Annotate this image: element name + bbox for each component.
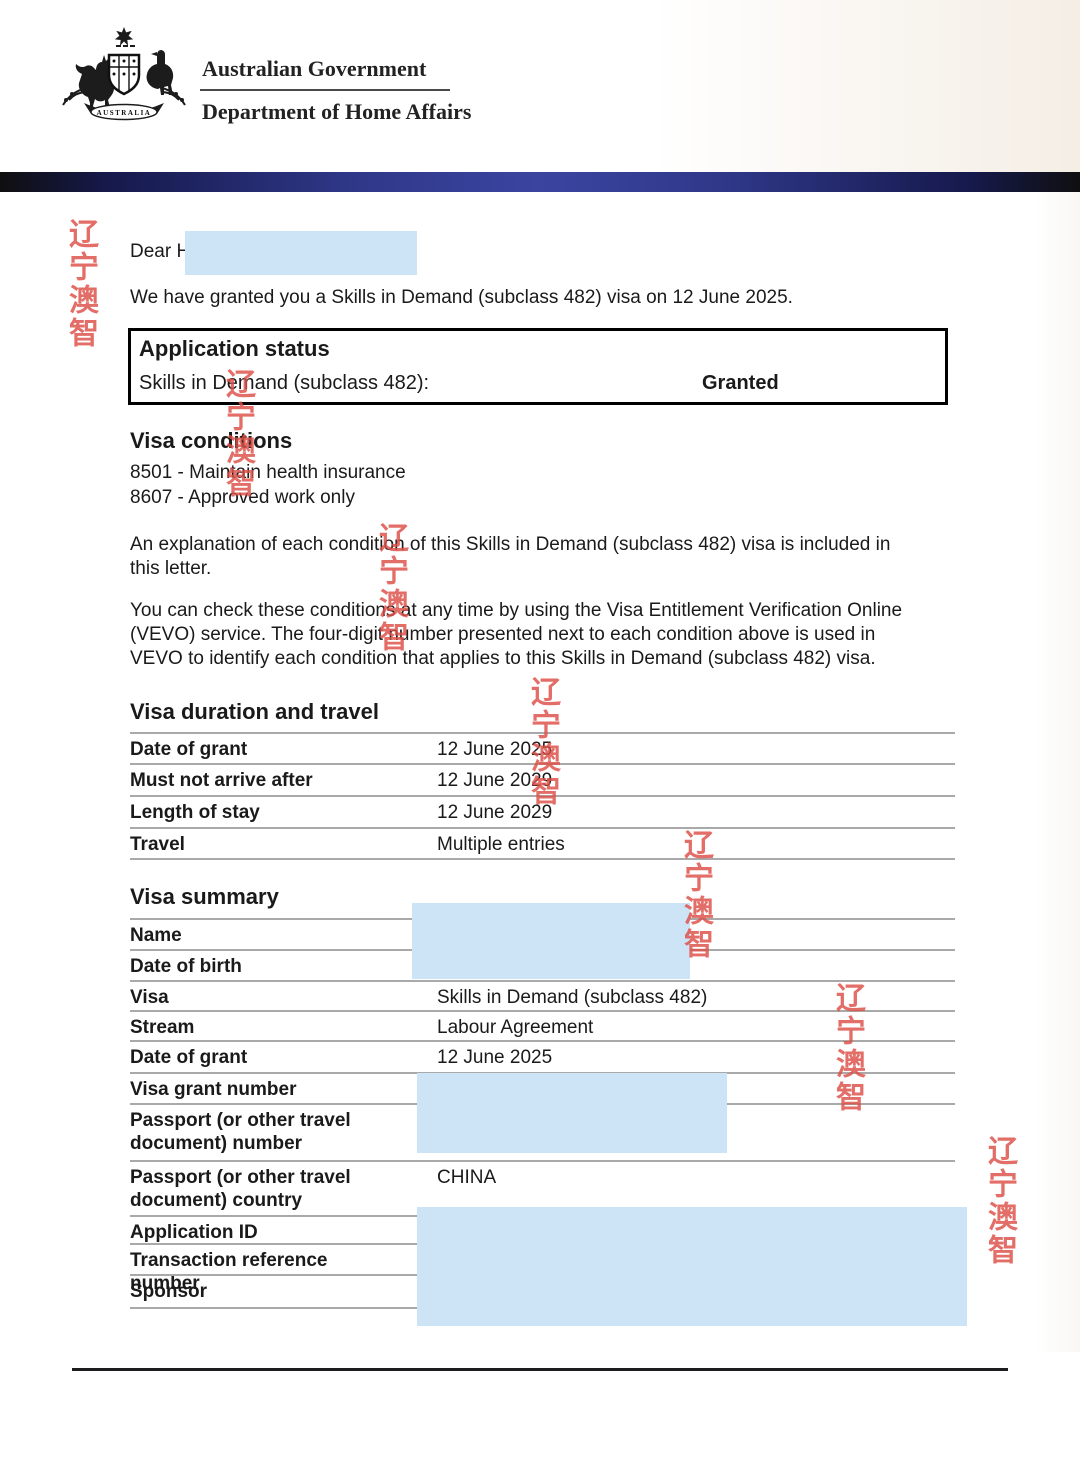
visa-conditions-list: 8501 - Maintain health insurance 8607 - … bbox=[130, 460, 406, 510]
visa-conditions-title: Visa conditions bbox=[130, 428, 293, 453]
intro-line: We have granted you a Skills in Demand (… bbox=[130, 287, 793, 308]
row-value: 12 June 2029 bbox=[437, 770, 553, 791]
row-value: Skills in Demand (subclass 482) bbox=[437, 987, 708, 1008]
row-label: Visa bbox=[130, 987, 169, 1008]
row-value: Labour Agreement bbox=[437, 1017, 594, 1038]
banner-text: AUSTRALIA bbox=[97, 109, 152, 117]
visa-summary-title: Visa summary bbox=[130, 884, 279, 909]
star-icon bbox=[114, 27, 134, 46]
row-label: Passport (or other travel document) numb… bbox=[130, 1110, 351, 1154]
condition-item: 8607 - Approved work only bbox=[130, 487, 355, 508]
scan-edge-tint bbox=[1036, 192, 1080, 1352]
row-value: Multiple entries bbox=[437, 834, 565, 855]
redaction-box-recipient-name bbox=[185, 231, 417, 275]
redaction-box-name-dob bbox=[412, 903, 690, 979]
row-label: Application ID bbox=[130, 1222, 258, 1243]
application-status-value: Granted bbox=[702, 372, 779, 394]
kangaroo-silhouette bbox=[75, 55, 116, 112]
application-status-label: Skills in Demand (subclass 482): bbox=[139, 372, 430, 394]
redaction-box-grant-passport-numbers bbox=[417, 1073, 727, 1153]
visa-duration-table: Date of grant 12 June 2025 Must not arrive… bbox=[130, 732, 955, 860]
table-row: Visa Skills in Demand (subclass 482) bbox=[130, 980, 955, 1010]
row-label: Travel bbox=[130, 834, 185, 855]
vevo-paragraph: You can check these conditions at any ti… bbox=[130, 600, 903, 669]
row-label: Passport (or other travel document) coun… bbox=[130, 1167, 351, 1211]
agency-watermark: 辽宁澳智 bbox=[982, 1135, 1017, 1267]
table-row: Stream Labour Agreement bbox=[130, 1010, 955, 1040]
condition-item: 8501 - Maintain health insurance bbox=[130, 462, 406, 483]
table-row: Date of grant 12 June 2025 bbox=[130, 732, 955, 763]
table-row: Passport (or other travel document) coun… bbox=[130, 1160, 955, 1215]
agency-watermark: 辽宁澳智 bbox=[63, 218, 98, 350]
visa-duration-title: Visa duration and travel bbox=[130, 699, 380, 724]
row-label: Date of grant bbox=[130, 1047, 248, 1068]
explanation-paragraph: An explanation of each condition of this… bbox=[130, 534, 891, 579]
emu-silhouette bbox=[146, 50, 174, 95]
row-value: 12 June 2025 bbox=[437, 739, 553, 760]
application-status-title: Application status bbox=[139, 336, 330, 361]
row-label: Date of birth bbox=[130, 956, 242, 977]
row-label: Length of stay bbox=[130, 802, 260, 823]
row-label: Transaction reference number bbox=[130, 1250, 328, 1294]
government-title: Australian Government bbox=[202, 56, 427, 81]
header-color-bar bbox=[0, 172, 1080, 192]
row-label: Name bbox=[130, 925, 182, 946]
row-value: 12 June 2029 bbox=[437, 802, 553, 823]
department-title: Department of Home Affairs bbox=[202, 99, 472, 124]
table-row: Length of stay 12 June 2029 bbox=[130, 795, 955, 827]
australian-coat-of-arms-logo: AUSTRALIA bbox=[62, 27, 186, 121]
application-status-box: Application status Skills in Demand (sub… bbox=[128, 328, 948, 405]
row-label: Stream bbox=[130, 1017, 195, 1038]
header-divider bbox=[200, 89, 450, 91]
row-value: CHINA bbox=[437, 1167, 497, 1188]
scan-corner-tint bbox=[650, 0, 1080, 172]
salutation: Dear H bbox=[130, 241, 191, 262]
row-label: Date of grant bbox=[130, 739, 248, 760]
row-label: Visa grant number bbox=[130, 1079, 297, 1100]
table-row: Travel Multiple entries bbox=[130, 827, 955, 858]
table-row: Must not arrive after 12 June 2029 bbox=[130, 763, 955, 795]
footer-rule bbox=[72, 1368, 1008, 1371]
row-label: Sponsor bbox=[130, 1281, 208, 1302]
row-label: Must not arrive after bbox=[130, 770, 313, 791]
row-value: 12 June 2025 bbox=[437, 1047, 553, 1068]
redaction-box-application-ids bbox=[417, 1207, 967, 1326]
table-row: Date of grant 12 June 2025 bbox=[130, 1040, 955, 1072]
